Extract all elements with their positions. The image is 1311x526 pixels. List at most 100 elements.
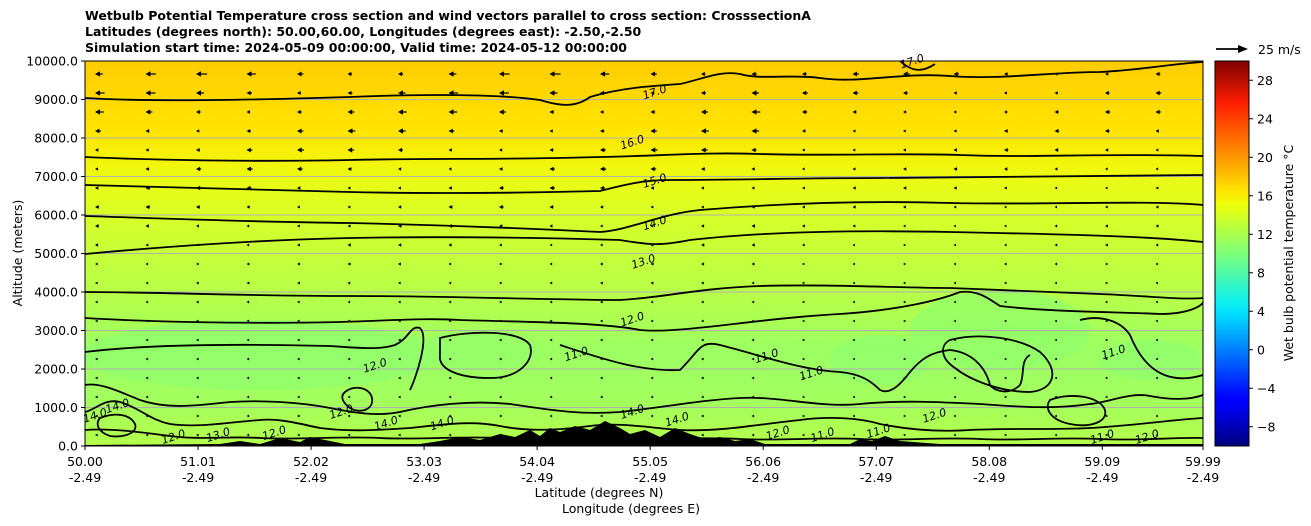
colorbar-tick-label: 4 xyxy=(1257,304,1265,319)
wind-vector-head xyxy=(499,185,503,191)
wind-vector-head xyxy=(751,262,755,266)
wind-vector-head xyxy=(852,414,855,418)
wind-vector-head xyxy=(246,90,251,96)
wind-vector-head xyxy=(448,357,452,361)
contour-11-pocket xyxy=(439,331,532,379)
wind-vector-head xyxy=(903,186,907,190)
wind-vector-head xyxy=(95,167,99,171)
wind-vector-head xyxy=(145,148,149,152)
colorbar-ticks: −8 −4 0 4 8 12 16 20 24 28 xyxy=(1249,73,1275,434)
wind-vector-head xyxy=(751,224,755,228)
wind-vector-head xyxy=(1105,376,1108,380)
wind-vector-head xyxy=(145,300,149,304)
x-tick-lat: 57.07 xyxy=(858,454,894,469)
wind-vector-head xyxy=(650,319,654,323)
wind-vector-head xyxy=(95,300,98,304)
wind-vector-head xyxy=(196,376,199,380)
wind-vector-head xyxy=(600,338,603,342)
wind-vector-head xyxy=(852,224,856,228)
wind-vector-head xyxy=(751,395,755,399)
wind-vector-head xyxy=(297,243,300,247)
wind-vector-head xyxy=(1004,72,1008,76)
wind-vector-head xyxy=(297,205,300,209)
wind-vector-head xyxy=(347,128,353,134)
x-tick-lon: -2.49 xyxy=(860,470,892,485)
x-tick-lat: 58.08 xyxy=(971,454,1007,469)
wind-vector-head xyxy=(398,395,401,399)
wind-vector-head xyxy=(1155,243,1159,247)
wind-vector-head xyxy=(1004,281,1007,285)
wind-vector-head xyxy=(448,433,452,437)
wind-vector-head xyxy=(499,338,502,342)
colorbar-tick-label: 28 xyxy=(1257,73,1273,88)
wind-vector-head xyxy=(95,319,98,323)
wind-vector-head xyxy=(852,338,855,342)
contour-14 xyxy=(85,201,1203,233)
wind-vector-head xyxy=(802,376,805,380)
wind-vector-head xyxy=(448,243,452,247)
wind-vector-head xyxy=(600,224,603,228)
wind-vector-head xyxy=(1206,339,1208,342)
wind-vector-head xyxy=(196,129,200,133)
wind-vector-head xyxy=(499,204,503,210)
wind-vector-head xyxy=(448,319,452,323)
wind-vector-head xyxy=(297,395,300,399)
wind-vector-head xyxy=(1105,128,1109,134)
wind-vector-head xyxy=(95,148,99,152)
wind-vector-head xyxy=(196,243,199,247)
wind-vector-head xyxy=(499,90,504,96)
wind-vector-head xyxy=(297,300,300,304)
wind-vector-head xyxy=(650,91,655,95)
wind-vector-head xyxy=(701,262,705,266)
wind-vector-head xyxy=(246,376,250,380)
wind-vector-head xyxy=(600,90,605,96)
wind-vector-head xyxy=(448,204,453,210)
wind-vector-head xyxy=(751,243,755,247)
wind-vector-head xyxy=(600,166,605,172)
wind-vector-head xyxy=(650,128,656,134)
wind-vector-head xyxy=(852,129,856,133)
wind-vector-head xyxy=(1004,243,1007,247)
wind-vector-head xyxy=(802,109,807,115)
wind-vector-head xyxy=(852,376,855,380)
wind-vector-head xyxy=(1206,396,1208,399)
wind-vector-head xyxy=(398,224,402,228)
wind-vector-head xyxy=(1105,281,1108,285)
wind-vector-head xyxy=(145,71,151,77)
wind-vector-head xyxy=(953,319,956,323)
wind-vector-head xyxy=(196,433,199,437)
wind-vector-head xyxy=(650,147,656,153)
wind-vector-head xyxy=(145,243,149,247)
wind-vector-head xyxy=(650,186,654,190)
wind-vector-head xyxy=(701,205,704,209)
y-tick-label: 5000.0 xyxy=(34,246,78,261)
wind-vector-head xyxy=(903,338,906,342)
wind-vector-head xyxy=(1004,319,1007,323)
wind-vector-head xyxy=(1155,129,1159,133)
wind-vector-head xyxy=(1054,357,1057,361)
wind-vector-head xyxy=(701,281,704,285)
wind-vector-head xyxy=(347,186,351,190)
wind-vector-head xyxy=(448,300,452,304)
wind-vector-head xyxy=(95,433,98,437)
wind-vector-head xyxy=(903,262,906,266)
wind-vector-head xyxy=(448,148,452,152)
wind-vector-head xyxy=(903,243,906,247)
colorbar xyxy=(1215,61,1249,446)
wind-vectors xyxy=(95,71,1209,437)
wind-vector-head xyxy=(802,205,806,209)
wind-vector-head xyxy=(1155,338,1158,342)
wind-vector-head xyxy=(600,281,603,285)
wind-vector-head xyxy=(650,300,654,304)
wind-vector-head xyxy=(802,300,805,304)
x-tick-lon: -2.49 xyxy=(747,470,779,485)
wind-vector-head xyxy=(751,205,755,209)
wind-vector-head xyxy=(398,357,401,361)
wind-vector-head xyxy=(1105,395,1108,399)
contour-16 xyxy=(85,152,1203,162)
x-tick-lon: -2.49 xyxy=(69,470,101,485)
wind-vector-head xyxy=(398,71,403,77)
wind-vector-head xyxy=(347,338,351,342)
wind-vector-head xyxy=(347,224,351,228)
wind-vector-head xyxy=(1206,205,1209,208)
